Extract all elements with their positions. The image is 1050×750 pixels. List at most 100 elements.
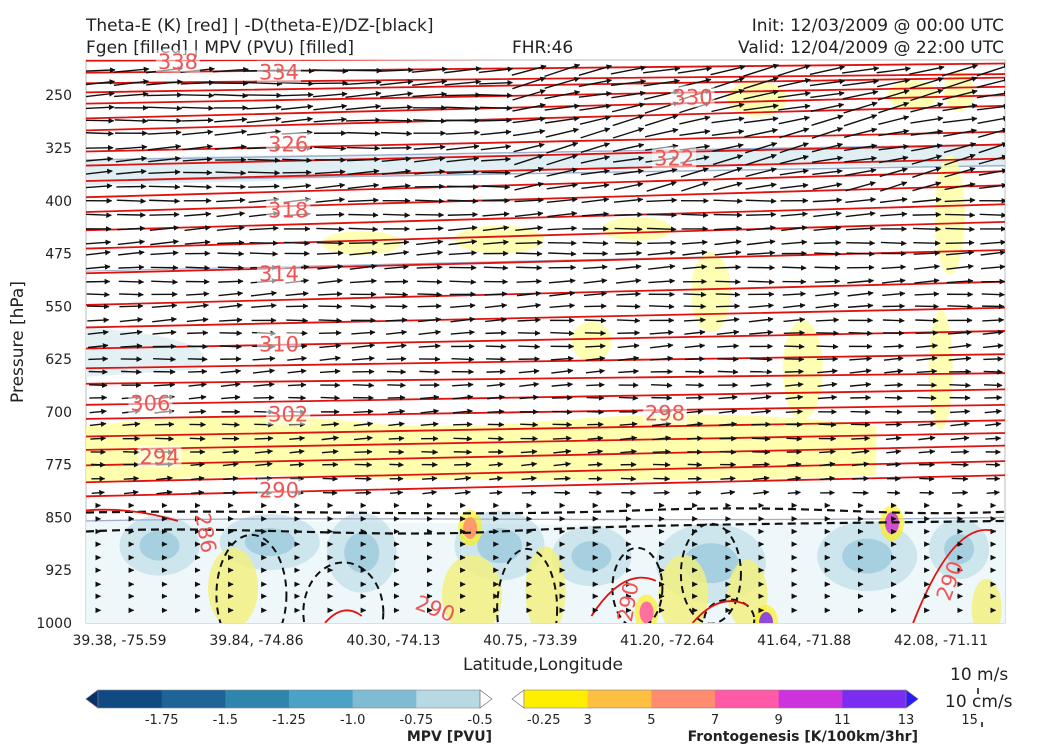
wind-vector: [909, 76, 944, 89]
x-tick-label: 39.84, -74.86: [209, 633, 303, 649]
wind-vector: [615, 278, 642, 284]
wind-vector: [289, 448, 305, 455]
wind-vector: [353, 421, 374, 427]
wind-vector: [547, 240, 577, 246]
wind-vector: [815, 302, 840, 309]
wind-vector: [317, 278, 343, 284]
wind-vector: [188, 368, 208, 375]
wind-vector: [645, 167, 678, 177]
mpv-blob-core: [944, 534, 975, 565]
wind-vector: [644, 114, 679, 127]
wind-vector: [185, 265, 210, 271]
wind-vector: [819, 475, 836, 482]
wind-vector: [180, 79, 215, 86]
contour-label: 334: [259, 61, 299, 85]
wind-vector: [752, 475, 770, 482]
colorbar-tick: -0.75: [400, 713, 434, 728]
contour-label: 294: [139, 445, 179, 469]
wind-vector: [152, 316, 177, 323]
wind-vector: [584, 317, 607, 324]
wind-vector: [587, 448, 604, 455]
wind-vector: [950, 435, 970, 441]
wind-vector: [944, 166, 976, 178]
wind-vector: [481, 184, 511, 190]
wind-vector: [912, 226, 942, 233]
wind-vector: [580, 155, 611, 164]
wind-vector: [417, 291, 443, 298]
wind-vector: [850, 409, 871, 415]
wind-vector: [487, 394, 505, 401]
wind-vector: [751, 408, 772, 415]
wind-vector: [851, 448, 870, 455]
colorbar-tick: -1.0: [340, 713, 365, 728]
wind-vector: [841, 65, 880, 74]
colorbar-segment: [715, 690, 780, 708]
wind-vector: [588, 461, 603, 468]
wind-vector: [813, 210, 842, 218]
valid-time: Valid: 12/04/2009 @ 22:00 UTC: [738, 38, 1004, 58]
wind-vector: [715, 279, 741, 285]
wind-vector: [616, 291, 642, 297]
wind-vector: [611, 102, 646, 113]
wind-vector: [214, 129, 248, 136]
wind-vector: [714, 225, 743, 232]
wind-vector: [815, 290, 840, 297]
wind-vector: [452, 408, 473, 415]
wind-vector: [115, 155, 148, 163]
wind-vector: [86, 91, 115, 98]
wind-vector: [879, 167, 908, 178]
wind-vector: [413, 144, 446, 150]
wind-vector: [113, 66, 150, 73]
wind-vector: [711, 88, 745, 101]
wind-vector: [944, 153, 976, 166]
wind-vector: [450, 316, 476, 323]
wind-vector: [585, 368, 606, 375]
wind-vector: [983, 356, 1004, 362]
wind-vector: [151, 279, 179, 285]
wind-vector: [719, 421, 738, 428]
wind-vector: [420, 421, 439, 428]
wind-vector: [588, 490, 603, 496]
colorbar-tick: 13: [898, 713, 915, 728]
mpv-blob-core: [477, 528, 523, 564]
wind-vector: [412, 91, 448, 98]
wind-vector: [713, 212, 743, 218]
wind-vector: [619, 435, 638, 441]
wind-vector: [384, 249, 410, 256]
wind-vector: [486, 356, 507, 363]
wind-vector: [155, 435, 175, 442]
wind-vector: [319, 368, 341, 375]
wind-vector: [746, 211, 777, 218]
wind-vector: [416, 264, 443, 271]
wind-vector: [916, 355, 938, 362]
wind-vector: [613, 197, 644, 203]
wind-vector: [546, 196, 578, 204]
wind-vector: [814, 250, 841, 257]
wind-vector: [581, 182, 610, 190]
wind-vector: [851, 461, 870, 468]
wind-vector: [544, 76, 581, 90]
wind-vector: [218, 290, 244, 297]
theta-e-contour: [86, 157, 1005, 182]
wind-vector: [886, 461, 902, 468]
fgen-core: [639, 601, 654, 623]
wind-vector: [216, 197, 246, 203]
wind-vector: [480, 117, 512, 124]
wind-vector: [147, 129, 182, 136]
wind-vector: [878, 115, 910, 126]
wind-vector: [349, 239, 378, 246]
wind-vector: [744, 128, 778, 138]
wind-vector: [778, 103, 811, 111]
wind-vector: [149, 198, 181, 204]
mpv-blob-core: [842, 538, 893, 574]
wind-vector: [386, 369, 407, 375]
wind-vector: [245, 92, 283, 99]
wind-vector: [484, 291, 508, 297]
colorbar-tick: 11: [834, 713, 851, 728]
wind-vector: [843, 127, 878, 138]
wind-vector: [846, 251, 875, 257]
wind-vector: [910, 116, 944, 124]
wind-vector: [546, 182, 578, 190]
wind-vector: [646, 197, 678, 204]
